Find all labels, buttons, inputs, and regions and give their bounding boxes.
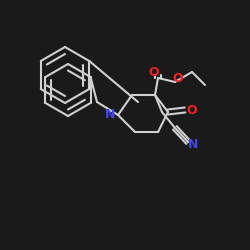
Text: N: N — [188, 138, 198, 150]
Text: O: O — [187, 104, 197, 117]
Text: N: N — [105, 108, 115, 122]
Text: O: O — [149, 66, 159, 80]
Text: O: O — [173, 72, 183, 86]
